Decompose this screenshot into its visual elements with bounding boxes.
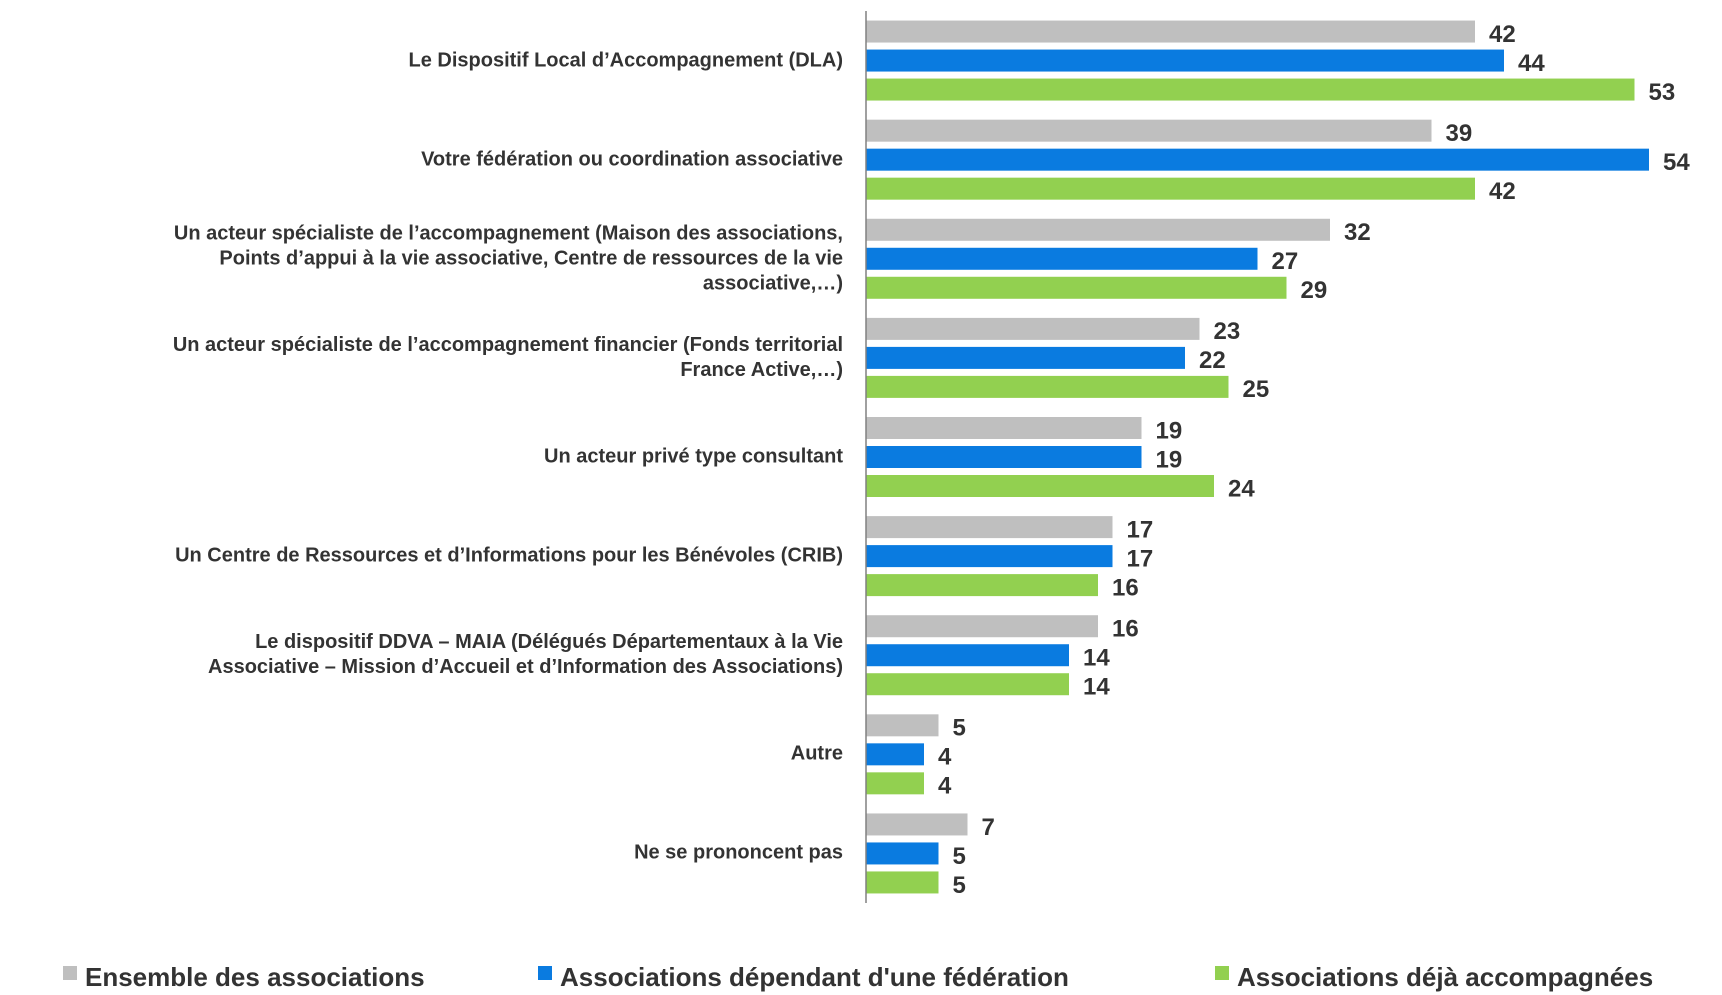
value-label: 19 bbox=[1156, 417, 1183, 444]
legend-label: Ensemble des associations bbox=[85, 962, 425, 992]
bar bbox=[866, 545, 1113, 568]
bar bbox=[866, 615, 1098, 638]
value-label: 54 bbox=[1663, 149, 1690, 176]
value-label: 29 bbox=[1301, 277, 1328, 304]
bar bbox=[866, 714, 939, 737]
value-label: 23 bbox=[1214, 318, 1241, 345]
bar bbox=[866, 813, 968, 836]
value-label: 17 bbox=[1127, 516, 1154, 543]
bar bbox=[866, 743, 924, 766]
legend-label: Associations déjà accompagnées bbox=[1237, 962, 1653, 992]
category-label: Un acteur spécialiste de l’accompagnemen… bbox=[173, 222, 843, 295]
value-label: 14 bbox=[1083, 645, 1110, 672]
value-label: 4 bbox=[938, 744, 952, 771]
bar bbox=[866, 20, 1475, 43]
category-label: Le dispositif DDVA – MAIA (Délégués Dépa… bbox=[208, 631, 843, 679]
bar bbox=[866, 475, 1214, 497]
value-label: 27 bbox=[1272, 248, 1299, 275]
category-label: Un acteur privé type consultant bbox=[544, 445, 843, 468]
value-label: 32 bbox=[1344, 219, 1371, 246]
bar bbox=[866, 49, 1504, 72]
bar bbox=[866, 375, 1229, 398]
bar bbox=[866, 78, 1635, 101]
value-label: 16 bbox=[1112, 574, 1139, 601]
value-label: 19 bbox=[1156, 446, 1183, 473]
value-label: 14 bbox=[1083, 674, 1110, 701]
value-label: 25 bbox=[1243, 376, 1270, 403]
value-label: 17 bbox=[1127, 545, 1154, 572]
bar bbox=[866, 772, 924, 795]
value-label: 5 bbox=[953, 872, 966, 899]
bar bbox=[866, 871, 939, 894]
category-label: Un Centre de Ressources et d’Information… bbox=[175, 544, 843, 567]
legend-label: Associations dépendant d'une fédération bbox=[560, 962, 1069, 992]
category-label: Autre bbox=[790, 742, 843, 765]
bar bbox=[866, 446, 1142, 468]
bar bbox=[866, 842, 939, 865]
value-label: 7 bbox=[982, 814, 995, 841]
bar bbox=[866, 317, 1200, 340]
bar bbox=[866, 177, 1475, 200]
value-label: 5 bbox=[953, 843, 966, 870]
bar bbox=[866, 346, 1185, 369]
bar bbox=[866, 218, 1330, 241]
legend-swatch bbox=[1215, 966, 1229, 980]
bar bbox=[866, 148, 1649, 171]
category-label: Ne se prononcent pas bbox=[634, 841, 843, 864]
value-label: 44 bbox=[1518, 50, 1545, 77]
legend-swatch bbox=[538, 966, 552, 980]
bar bbox=[866, 673, 1069, 696]
legend-swatch bbox=[63, 966, 77, 980]
value-label: 5 bbox=[953, 715, 966, 742]
bar bbox=[866, 276, 1287, 299]
bar bbox=[866, 247, 1258, 270]
bar bbox=[866, 644, 1069, 667]
value-label: 24 bbox=[1228, 475, 1255, 502]
value-label: 4 bbox=[938, 773, 952, 800]
category-label: Le Dispositif Local d’Accompagnement (DL… bbox=[408, 49, 843, 72]
category-label: Un acteur spécialiste de l’accompagnemen… bbox=[172, 333, 843, 381]
category-label: Votre fédération ou coordination associa… bbox=[421, 148, 843, 171]
bar bbox=[866, 417, 1142, 439]
value-label: 42 bbox=[1489, 178, 1516, 205]
value-label: 53 bbox=[1649, 79, 1676, 106]
bar bbox=[866, 119, 1432, 142]
value-label: 16 bbox=[1112, 616, 1139, 643]
value-label: 22 bbox=[1199, 347, 1226, 374]
bar bbox=[866, 574, 1098, 597]
value-label: 42 bbox=[1489, 21, 1516, 48]
value-label: 39 bbox=[1446, 120, 1473, 147]
bar bbox=[866, 516, 1113, 539]
